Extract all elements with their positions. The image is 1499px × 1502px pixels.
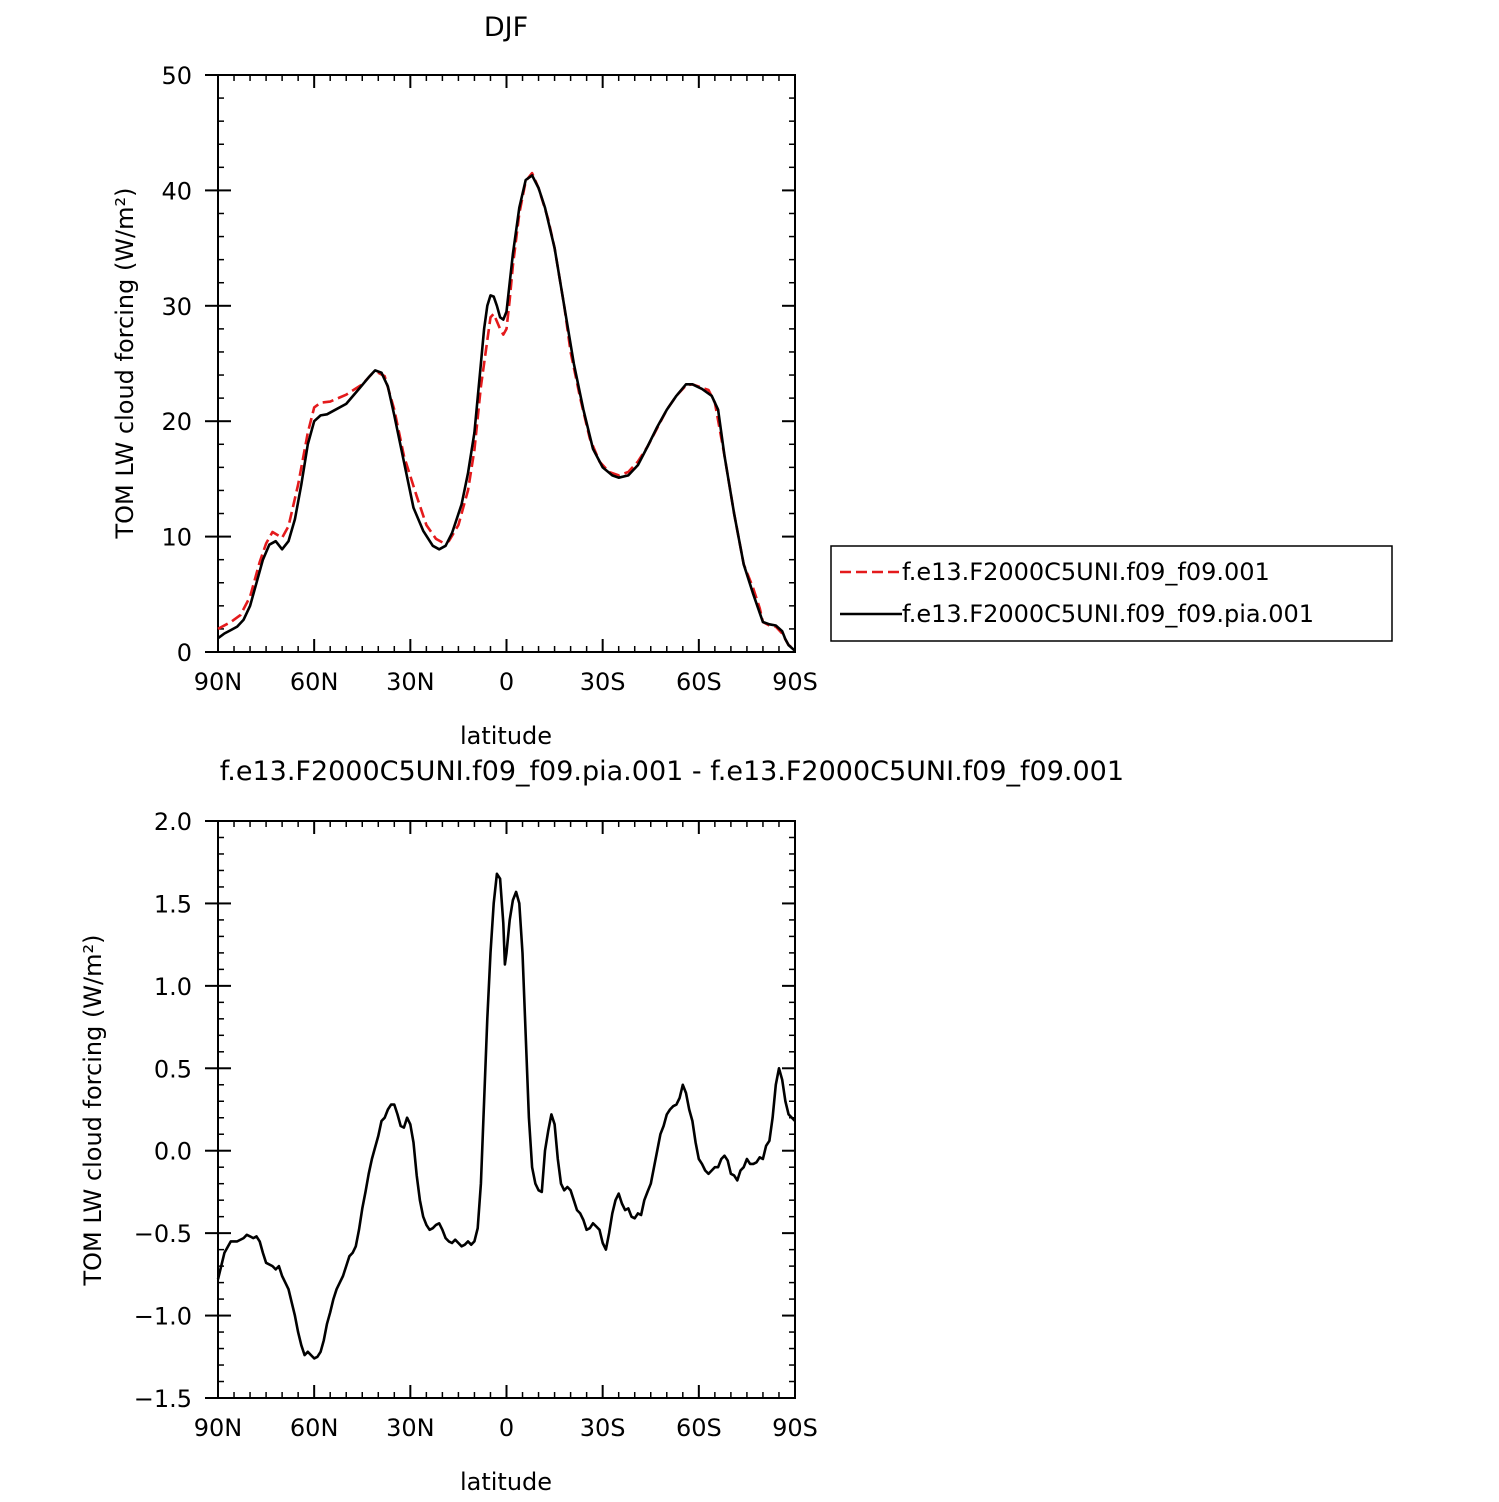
chart1-y-tick-label: 1.0 [154, 973, 192, 1001]
chart1-x-tick-label: 30N [386, 1414, 435, 1442]
top-x-axis-label: latitude [460, 722, 552, 750]
chart0-x-tick-label: 90N [194, 668, 243, 696]
chart0-x-tick-label: 90S [772, 668, 818, 696]
chart0-y-tick-label: 40 [161, 177, 192, 205]
legend: f.e13.F2000C5UNI.f09_f09.001 f.e13.F2000… [830, 545, 1393, 642]
legend-entry-pia: f.e13.F2000C5UNI.f09_f09.pia.001 [902, 600, 1314, 628]
chart0-series-1-line [217, 174, 796, 652]
bottom-chart-title: f.e13.F2000C5UNI.f09_f09.pia.001 - f.e13… [220, 756, 1124, 787]
bottom-panel: f.e13.F2000C5UNI.f09_f09.pia.001 - f.e13… [79, 756, 1124, 1496]
chart1-x-tick-label: 60N [290, 1414, 339, 1442]
chart1-y-tick-label: 1.5 [154, 890, 192, 918]
chart0-x-tick-label: 30S [580, 668, 626, 696]
chart0-y-tick-label: 50 [161, 62, 192, 90]
chart1-x-tick-label: 90N [194, 1414, 243, 1442]
chart0-y-tick-label: 0 [177, 639, 192, 667]
chart1-y-tick-label: 0.0 [154, 1138, 192, 1166]
chart1-y-tick-label: 0.5 [154, 1055, 192, 1083]
chart0-x-tick-label: 60N [290, 668, 339, 696]
bottom-x-axis-label: latitude [460, 1468, 552, 1496]
chart1-x-tick-label: 30S [580, 1414, 626, 1442]
chart1-y-tick-label: −1.0 [134, 1303, 192, 1331]
legend-entry-pd: f.e13.F2000C5UNI.f09_f09.001 [902, 558, 1270, 586]
chart0-x-tick-label: 60S [676, 668, 722, 696]
chart1-x-tick-label: 0 [499, 1414, 514, 1442]
chart0-x-tick-label: 30N [386, 668, 435, 696]
chart1-x-tick-label: 90S [772, 1414, 818, 1442]
chart0-y-tick-label: 10 [161, 524, 192, 552]
chart0-y-tick-label: 20 [161, 408, 192, 436]
top-panel: DJF 90N 60N 30N 0 30S 60S 90S 0 10 20 30 40 50 latit… [111, 12, 818, 750]
bottom-plot-area: 90N 60N 30N 0 30S 60S 90S 2.0 1.5 1.0 0.5 0.0 −0.5 −1… [134, 808, 818, 1442]
chart0-series-0-line [217, 171, 796, 651]
chart1-y-tick-label: −1.5 [134, 1385, 192, 1413]
chart0-frame [217, 74, 796, 653]
chart1-x-tick-label: 60S [676, 1414, 722, 1442]
top-plot-area: 90N 60N 30N 0 30S 60S 90S 0 10 20 30 40 50 [161, 62, 817, 696]
top-chart-title: DJF [484, 12, 528, 43]
chart0-y-tick-label: 30 [161, 293, 192, 321]
chart0-x-tick-label: 0 [499, 668, 514, 696]
chart1-y-tick-label: −0.5 [134, 1220, 192, 1248]
chart1-y-tick-label: 2.0 [154, 808, 192, 836]
bottom-y-axis-label: TOM LW cloud forcing (W/m²) [79, 935, 107, 1287]
chart1-frame [217, 820, 796, 1399]
top-y-axis-label: TOM LW cloud forcing (W/m²) [111, 188, 139, 540]
chart1-series-0-line [216, 872, 796, 1360]
legend-box [830, 545, 1393, 642]
